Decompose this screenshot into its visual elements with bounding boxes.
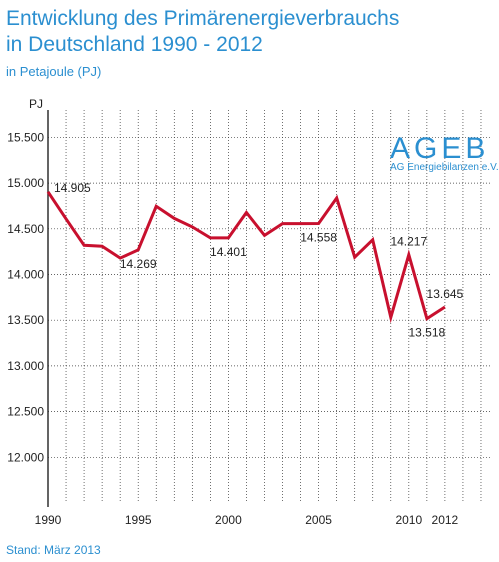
grid-layer	[48, 110, 490, 503]
data-label: 14.217	[390, 235, 427, 249]
axis-layer: 12.000 12.500 13.000 13.500 14.000 14.500 15.0…	[7, 97, 458, 527]
x-tick-label: 1995	[125, 513, 152, 527]
chart-subtitle: in Petajoule (PJ)	[6, 64, 102, 79]
y-axis-unit: PJ	[29, 97, 43, 111]
y-tick-label: 15.500	[7, 130, 44, 144]
y-tick-label: 14.500	[7, 222, 44, 236]
title-line-2: in Deutschland 1990 - 2012	[6, 33, 263, 56]
logo-text: AGEB	[390, 132, 489, 165]
x-tick-label: 2010	[395, 513, 422, 527]
source-note: Stand: März 2013	[6, 543, 101, 557]
data-label: 14.269	[120, 257, 157, 271]
x-tick-label: 1990	[35, 513, 62, 527]
data-label: 14.905	[54, 181, 91, 195]
x-tick-label: 2012	[432, 513, 459, 527]
data-label: 13.645	[427, 287, 464, 301]
y-tick-label: 12.500	[7, 405, 44, 419]
logo-subtitle: AG Energiebilanzen e.V.	[390, 162, 499, 173]
data-label: 14.558	[300, 231, 337, 245]
ageb-logo: AGEB AG Energiebilanzen e.V.	[390, 132, 499, 173]
data-label: 14.401	[210, 245, 247, 259]
y-tick-label: 15.000	[7, 176, 44, 190]
x-tick-label: 2000	[215, 513, 242, 527]
series-line	[46, 190, 446, 324]
y-tick-label: 12.000	[7, 450, 44, 464]
x-tick-label: 2005	[305, 513, 332, 527]
title-line-1: Entwicklung des Primärenergieverbrauchs	[6, 7, 400, 30]
chart-title: Entwicklung des Primärenergieverbrauchs …	[6, 6, 486, 58]
annotation-layer: 14.905 14.269 14.401 14.558 14.217 13.518 13.6…	[54, 181, 464, 340]
y-tick-label: 13.500	[7, 313, 44, 327]
series-layer	[46, 190, 446, 324]
data-label: 13.518	[409, 326, 446, 340]
y-tick-label: 14.000	[7, 268, 44, 282]
y-tick-label: 13.000	[7, 359, 44, 373]
